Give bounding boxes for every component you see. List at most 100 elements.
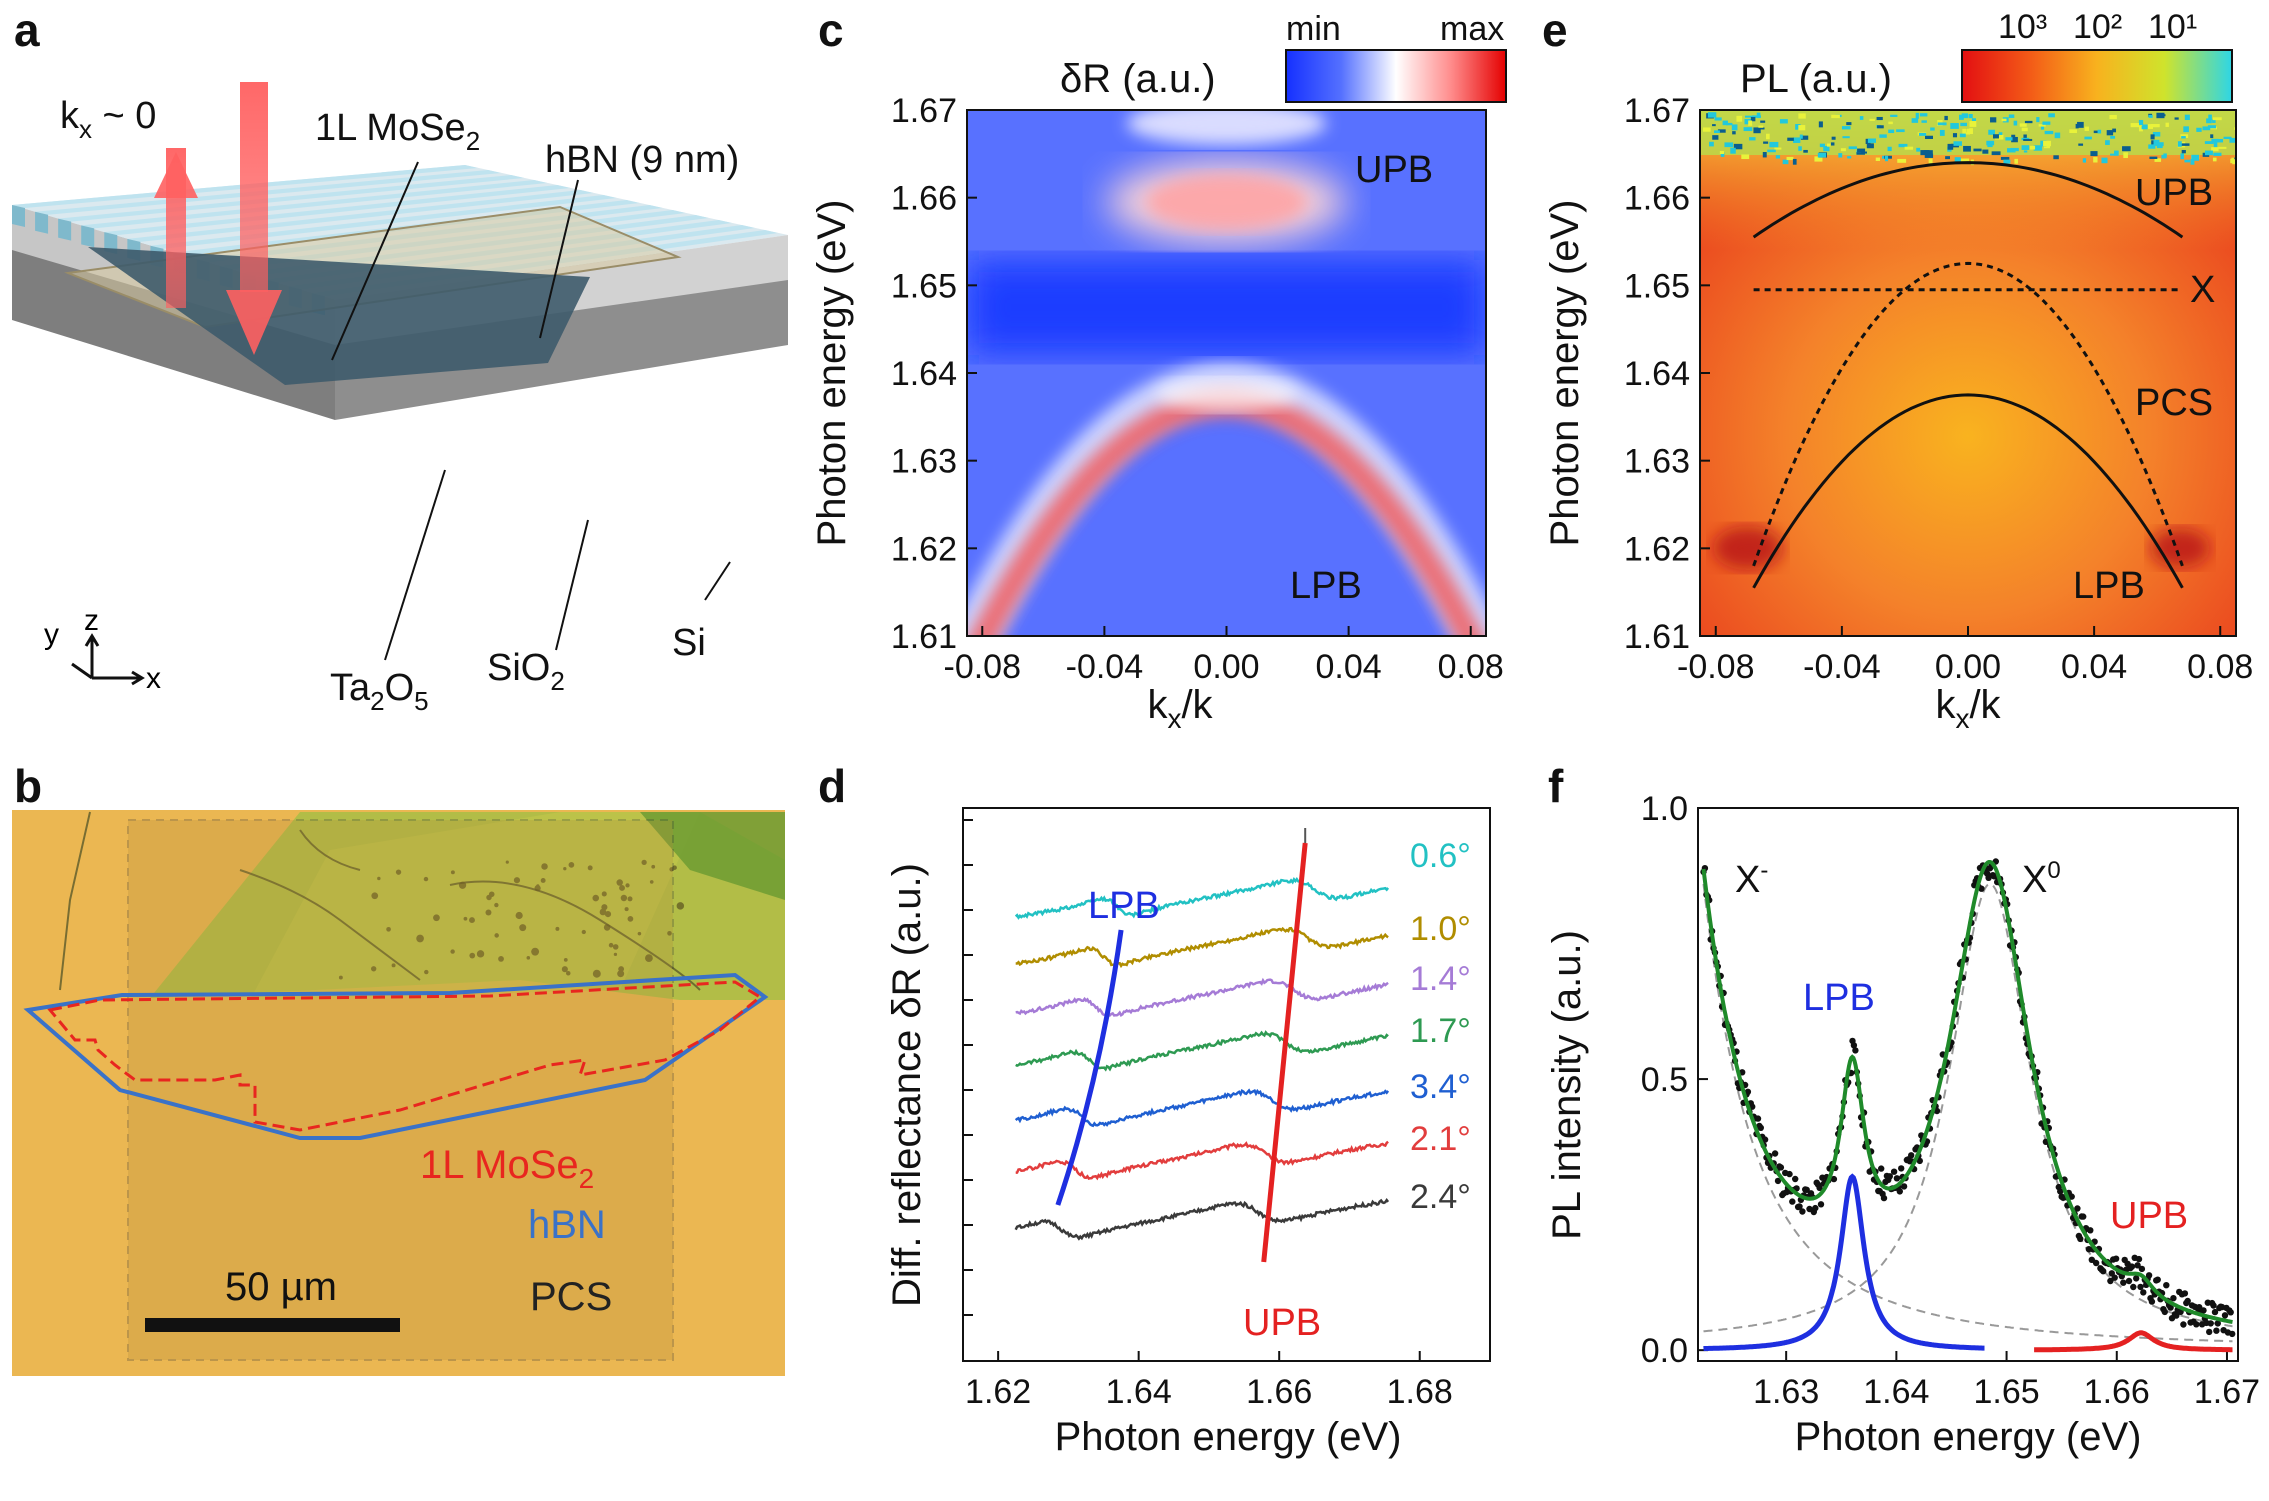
- f-fit-curve: [1701, 860, 2233, 1324]
- e-noise-pixel: [1869, 118, 1875, 122]
- grating-bar: [104, 185, 571, 236]
- flake-dot: [587, 865, 593, 871]
- flake-dot: [476, 950, 485, 958]
- e-noise-pixel: [2023, 134, 2027, 140]
- f-data-point: [2161, 1308, 2168, 1316]
- d-lpb-track: [1055, 929, 1124, 1206]
- e-noise-pixel: [2024, 120, 2033, 124]
- e-noise-pixel: [1960, 122, 1968, 127]
- flake-dot: [592, 894, 600, 902]
- e-noise-pixel: [1952, 133, 1958, 138]
- c-ylabel: Photon energy (eV): [810, 200, 854, 547]
- e-noise-pixel: [1961, 113, 1968, 119]
- f-data-point: [1771, 1150, 1779, 1157]
- e-noise-pixel: [2044, 130, 2054, 135]
- e-noise-pixel: [2177, 141, 2182, 147]
- e-noise-pixel: [2204, 141, 2214, 144]
- x-tick-label: 0.08: [1438, 648, 1504, 686]
- e-noise-pixel: [1818, 121, 1823, 128]
- f-data-point: [2211, 1308, 2219, 1316]
- e-noise-pixel: [1857, 148, 1866, 153]
- flake-dot: [526, 956, 531, 960]
- e-noise-pixel: [2212, 117, 2222, 121]
- e-noise-pixel: [2138, 125, 2143, 132]
- f-data-point: [1816, 1184, 1823, 1192]
- f-lpb-component: [1703, 1173, 1985, 1352]
- c-lpb-label: LPB: [1290, 565, 1362, 607]
- e-noise-pixel: [1866, 143, 1874, 149]
- e-noise-pixel: [1725, 122, 1733, 126]
- e-noise-pixel: [1992, 134, 1999, 139]
- e-pcs-label: PCS: [2135, 382, 2213, 424]
- e-noise-pixel: [1838, 153, 1843, 158]
- d-x-tick-label: 1.68: [1387, 1373, 1453, 1411]
- f-data-point: [2068, 1193, 2075, 1200]
- f-data-point: [2170, 1295, 2177, 1302]
- e-noise-pixel: [2212, 157, 2217, 162]
- c-colorbar-title: δR (a.u.): [1060, 57, 1216, 101]
- flake-dot: [370, 966, 377, 972]
- flake-dot: [450, 870, 455, 875]
- f-data-point: [1817, 1201, 1825, 1208]
- e-noise-pixel: [1826, 143, 1831, 147]
- e-colorbar-tick-2: 10²: [2073, 8, 2122, 46]
- e-noise-pixel: [2183, 126, 2189, 133]
- flake-dot: [667, 931, 672, 936]
- f-xminus-label: X-: [1735, 857, 1768, 901]
- e-noise-pixel: [2232, 159, 2236, 165]
- e-noise-pixel: [2184, 159, 2191, 163]
- flake-dot: [627, 896, 633, 902]
- f-data-point: [1754, 1115, 1762, 1122]
- e-noise-pixel: [2229, 137, 2236, 143]
- e-noise-pixel: [1991, 151, 2001, 156]
- e-noise-pixel: [1749, 137, 1756, 141]
- panel-label-d: d: [818, 760, 846, 812]
- f-data-point: [1789, 1198, 1796, 1205]
- e-noise-pixel: [2148, 114, 2153, 118]
- e-noise-pixel: [1896, 129, 1905, 133]
- e-noise-pixel: [1968, 113, 1973, 119]
- b-hbn-label: hBN: [528, 1203, 606, 1247]
- y-tick-label: 1.66: [1624, 180, 1690, 218]
- f-data-point: [2213, 1327, 2220, 1334]
- e-colorbar: [1961, 49, 2233, 103]
- e-noise-pixel: [2150, 134, 2155, 140]
- f-data-point: [2180, 1321, 2187, 1328]
- e-noise-pixel: [1831, 114, 1840, 119]
- e-noise-pixel: [1714, 130, 1720, 134]
- d-spectrum-2.4°: [1014, 1197, 1390, 1241]
- e-noise-pixel: [1719, 150, 1725, 154]
- f-data-point: [2200, 1307, 2207, 1314]
- f-data-point: [2111, 1274, 2118, 1281]
- e-noise-pixel: [2069, 129, 2077, 134]
- scale-bar-label: 50 µm: [225, 1265, 337, 1309]
- e-noise-pixel: [2148, 144, 2156, 149]
- e-noise-pixel: [1793, 137, 1801, 143]
- e-noise-pixel: [1876, 116, 1883, 121]
- grating-bar: [81, 180, 548, 229]
- e-noise-pixel: [1712, 124, 1716, 127]
- e-noise-pixel: [2212, 119, 2216, 123]
- e-noise-pixel: [1919, 113, 1928, 117]
- d-spectrum-3.4°: [1014, 1088, 1390, 1128]
- flake-dot: [601, 904, 608, 911]
- e-noise-pixel: [1774, 147, 1782, 150]
- e-noise-pixel: [2013, 120, 2018, 126]
- flake-dot: [565, 971, 571, 976]
- d-angle-label: 2.1°: [1410, 1120, 1471, 1158]
- f-data-point: [1852, 1047, 1859, 1054]
- b-mose2-label: 1L MoSe2: [420, 1143, 594, 1194]
- e-noise-pixel: [1831, 136, 1836, 140]
- e-noise-pixel: [1848, 146, 1857, 150]
- e-ylabel: Photon energy (eV): [1543, 200, 1587, 547]
- e-noise-pixel: [2223, 136, 2232, 140]
- d-x-tick-label: 1.64: [1106, 1373, 1172, 1411]
- e-noise-pixel: [1819, 143, 1825, 148]
- e-noise-pixel: [1787, 137, 1794, 141]
- y-tick-label: 1.63: [1624, 443, 1690, 481]
- f-data-point: [1886, 1173, 1894, 1180]
- e-noise-pixel: [1888, 121, 1893, 125]
- f-data-point: [2210, 1302, 2217, 1309]
- e-noise-pixel: [2101, 157, 2108, 164]
